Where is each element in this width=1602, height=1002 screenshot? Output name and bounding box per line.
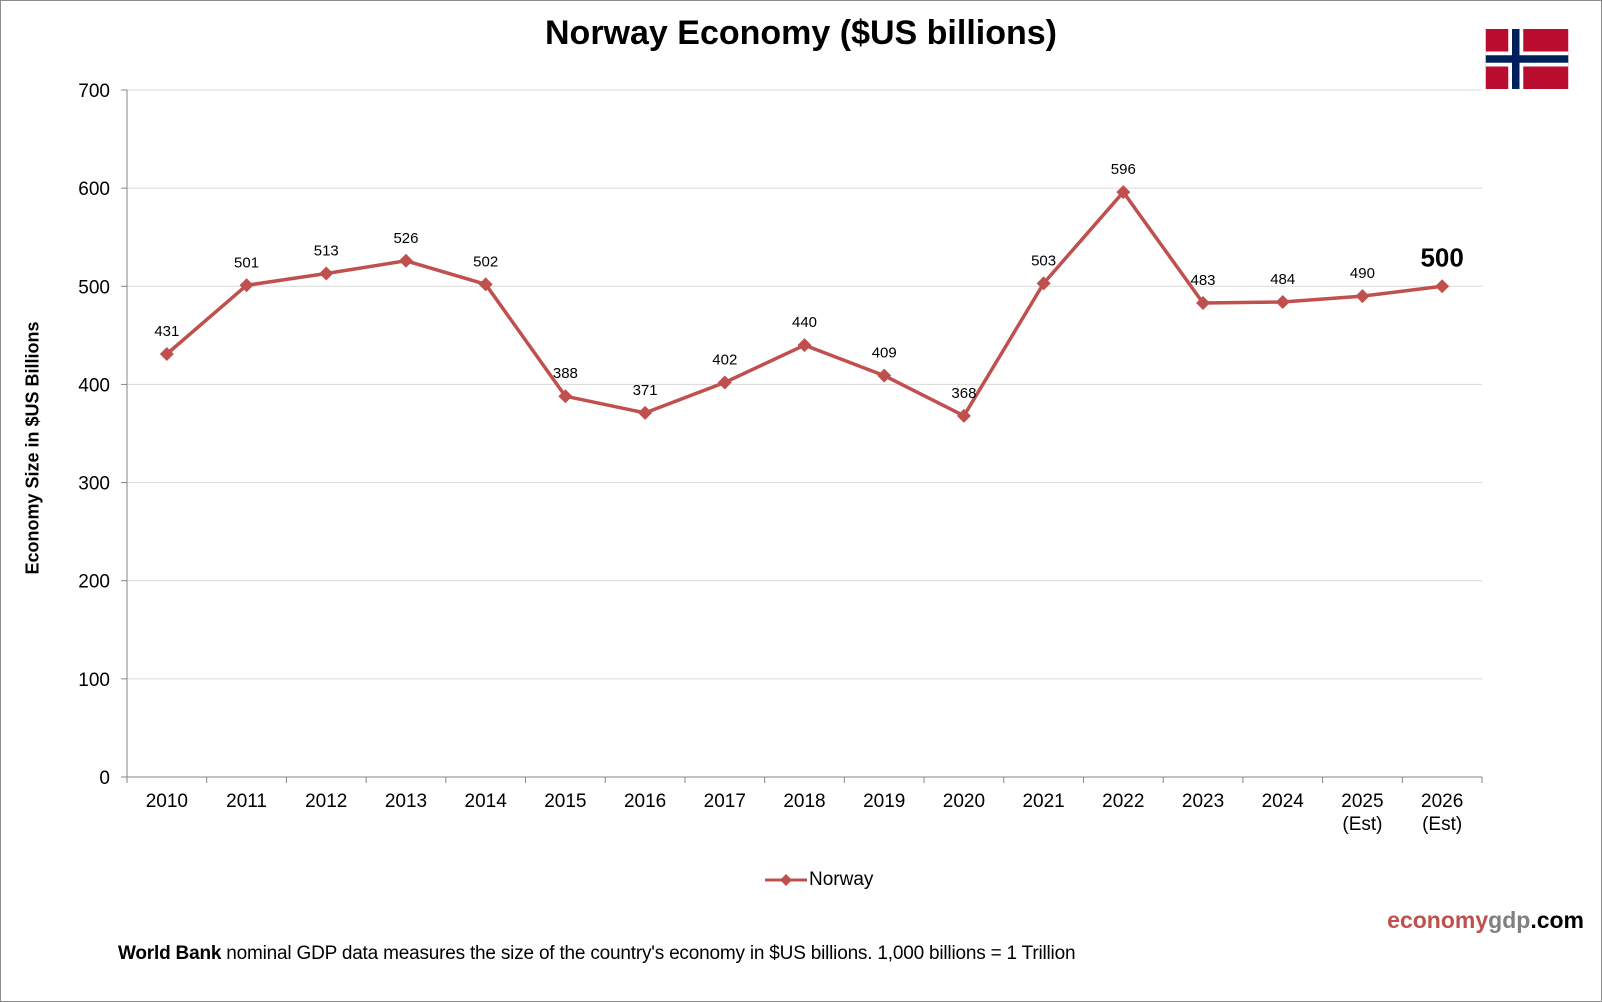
x-tick-label: 2015 [544, 791, 586, 812]
data-point-marker [797, 338, 812, 353]
data-point-marker [1036, 276, 1051, 291]
data-label-highlight: 500 [1420, 242, 1463, 272]
legend-label-norway: Norway [809, 869, 874, 890]
x-tick-label: 2025 (Est) [1341, 791, 1383, 835]
footer-note: World Bank nominal GDP data measures the… [118, 943, 1076, 965]
data-label: 526 [393, 230, 418, 247]
y-tick-label: 400 [78, 375, 110, 396]
x-tick-label: 2010 [146, 791, 188, 812]
legend-series-marker-icon [765, 874, 807, 886]
y-tick-label: 700 [78, 81, 110, 102]
data-point-marker [159, 347, 174, 362]
data-label: 483 [1191, 272, 1216, 289]
flag-blue-cross-h [1485, 55, 1569, 63]
data-point-marker [1196, 295, 1211, 310]
brand-logo[interactable]: economygdp.com [1387, 907, 1584, 934]
x-tick-label: 2018 [783, 791, 825, 812]
norway-flag-icon [1485, 29, 1569, 89]
data-label: 388 [553, 365, 578, 382]
x-tick-label: 2013 [385, 791, 427, 812]
data-point-marker [239, 278, 254, 293]
data-point-marker [1275, 294, 1290, 309]
x-tick-label: 2011 [226, 791, 267, 812]
x-tick-label: 2016 [624, 791, 666, 812]
y-tick-label: 300 [78, 474, 110, 495]
data-point-marker [1355, 289, 1370, 304]
brand-part-com: .com [1530, 907, 1584, 933]
footer-text: nominal GDP data measures the size of th… [221, 943, 1076, 964]
data-label: 503 [1031, 252, 1056, 269]
chart-title: Norway Economy ($US billions) [545, 14, 1057, 52]
data-label: 368 [951, 385, 976, 402]
data-label: 484 [1270, 271, 1295, 288]
x-tick-label: 2023 [1182, 791, 1224, 812]
data-label: 431 [154, 323, 179, 340]
footer-source: World Bank [118, 943, 222, 964]
x-tick-label: 2026 (Est) [1421, 791, 1463, 835]
y-tick-label: 500 [78, 277, 110, 298]
data-point-marker [638, 405, 653, 420]
data-point-marker [398, 253, 413, 268]
data-label: 440 [792, 314, 817, 331]
data-label: 409 [872, 345, 897, 362]
data-point-marker [558, 389, 573, 404]
data-point-marker [319, 266, 334, 281]
data-point-marker [877, 368, 892, 383]
data-point-marker [1116, 185, 1131, 200]
x-tick-label: 2022 [1102, 791, 1144, 812]
x-tick-label: 2017 [704, 791, 746, 812]
legend: Norway [765, 868, 873, 892]
data-label: 596 [1111, 161, 1136, 178]
x-tick-label: 2021 [1022, 791, 1064, 812]
data-label: 502 [473, 253, 498, 270]
y-tick-label: 600 [78, 179, 110, 200]
x-tick-label: 2020 [943, 791, 985, 812]
data-point-marker [478, 277, 493, 292]
series-line-norway [165, 190, 1443, 418]
y-tick-label: 0 [99, 768, 110, 789]
x-tick-label: 2019 [863, 791, 905, 812]
data-label: 501 [234, 254, 259, 271]
y-tick-label: 200 [78, 572, 110, 593]
brand-part-gdp: gdp [1488, 907, 1531, 933]
data-point-marker [956, 408, 971, 423]
data-label: 490 [1350, 265, 1375, 282]
x-tick-label: 2014 [465, 791, 508, 812]
data-label: 513 [314, 243, 339, 260]
data-point-marker [1435, 279, 1450, 294]
data-label: 402 [712, 351, 737, 368]
y-tick-label: 100 [78, 670, 110, 691]
data-label: 371 [633, 382, 658, 399]
x-tick-label: 2024 [1262, 791, 1305, 812]
brand-part-economy: economy [1387, 907, 1489, 933]
data-point-marker [717, 375, 732, 390]
x-tick-label: 2012 [305, 791, 347, 812]
